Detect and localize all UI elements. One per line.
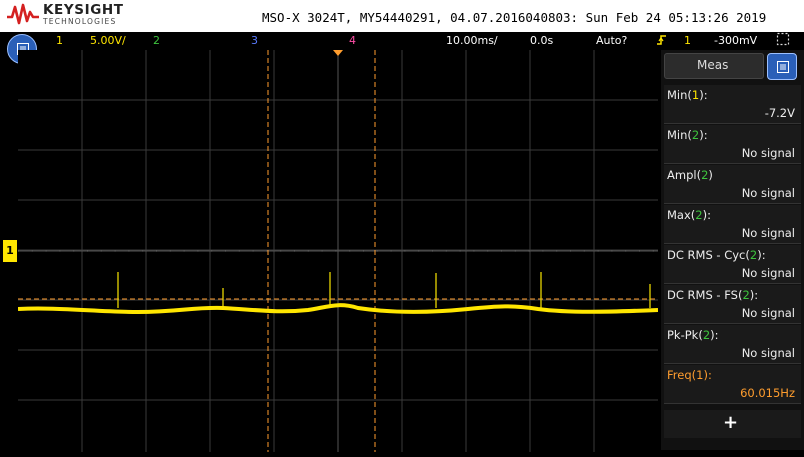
menu-icon: [777, 61, 789, 73]
measurement-item-freq[interactable]: Freq(1): 60.015Hz: [664, 365, 801, 404]
brand-name: KEYSIGHT: [43, 2, 124, 18]
waveform-display[interactable]: [18, 50, 658, 452]
measurement-item[interactable]: Max(2): No signal: [664, 205, 801, 244]
title-bar: KEYSIGHT TECHNOLOGIES MSO-X 3024T, MY544…: [0, 0, 804, 32]
trigger-mode[interactable]: Auto?: [596, 34, 628, 47]
meas-tab[interactable]: Meas: [664, 53, 764, 79]
ch1-scale[interactable]: 5.00V/: [90, 34, 126, 47]
keysight-wave-icon: [7, 3, 39, 25]
ch3-label[interactable]: 3: [251, 34, 258, 47]
ch1-ground-marker[interactable]: 1: [3, 240, 17, 262]
expand-icon[interactable]: [776, 32, 790, 49]
ch1-label[interactable]: 1: [56, 34, 63, 47]
delay[interactable]: 0.0s: [530, 34, 554, 47]
trigger-source[interactable]: 1: [684, 34, 691, 47]
timebase[interactable]: 10.00ms/: [446, 34, 498, 47]
measurement-item[interactable]: DC RMS - Cyc(2): No signal: [664, 245, 801, 284]
trigger-edge-icon: [656, 34, 668, 49]
measurement-item[interactable]: Ampl(2) No signal: [664, 165, 801, 204]
keysight-logo: KEYSIGHT TECHNOLOGIES: [6, 1, 146, 31]
trigger-level[interactable]: -300mV: [714, 34, 758, 47]
ch4-label[interactable]: 4: [349, 34, 356, 47]
instrument-info: MSO-X 3024T, MY54440291, 04.07.201604080…: [262, 10, 767, 25]
add-measurement-button[interactable]: +: [664, 410, 801, 438]
panel-menu-button[interactable]: [767, 53, 797, 80]
channel-status-bar: 1 5.00V/ 2 3 4 10.00ms/ 0.0s Auto? 1 -30…: [0, 32, 804, 49]
measurement-item[interactable]: Min(1): -7.2V: [664, 85, 801, 124]
cursor-lines: [18, 50, 658, 452]
brand-subtitle: TECHNOLOGIES: [43, 17, 117, 26]
trigger-position-marker: [333, 50, 343, 56]
ch1-trace: [18, 303, 658, 315]
measurement-item[interactable]: Min(2): No signal: [664, 125, 801, 164]
ch2-label[interactable]: 2: [153, 34, 160, 47]
measurement-item[interactable]: DC RMS - FS(2): No signal: [664, 285, 801, 324]
measurement-item[interactable]: Pk-Pk(2): No signal: [664, 325, 801, 364]
